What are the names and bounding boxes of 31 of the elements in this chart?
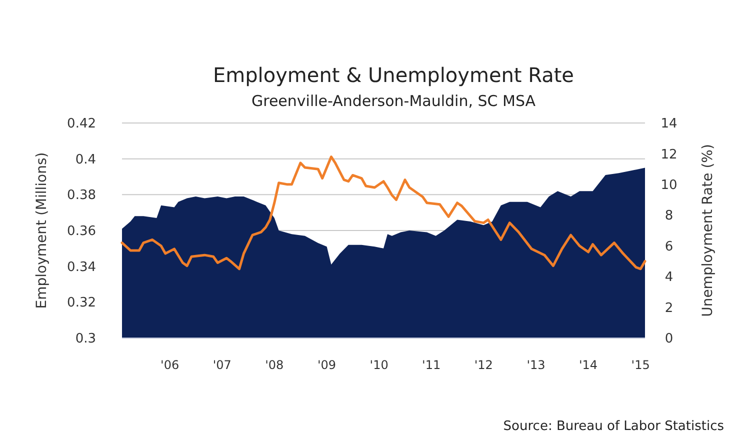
y-tick-label: 0.32 [67,296,96,311]
source-note: Source: Bureau of Labor Statistics [503,419,724,434]
y2-tick-label: 10 [660,178,678,193]
x-tick-label: '12 [474,358,493,372]
x-tick-label: '08 [265,358,284,372]
x-tick-label: '13 [526,358,546,372]
x-tick-label: '09 [318,358,336,372]
y2-tick-label: 12 [660,147,678,162]
chart-subtitle: Greenville-Anderson-Mauldin, SC MSA [251,92,536,110]
y2-tick-label: 0 [664,332,674,347]
y-tick-label: 0.34 [67,260,96,275]
x-tick-label: '14 [579,358,598,372]
y-tick-label: 0.4 [75,152,96,168]
chart-title: Employment & Unemployment Rate [212,63,574,87]
y-axis-title: Employment (Millions) [34,152,50,309]
y2-tick-label: 2 [664,300,674,316]
y2-axis-title: Unemployment Rate (%) [700,144,716,317]
y-tick-label: 0.3 [75,332,96,347]
y-tick-label: 0.42 [67,116,96,132]
y2-tick-label: 8 [664,208,674,224]
y-tick-label: 0.36 [67,224,96,240]
line-series [120,156,646,270]
x-tick-label: '15 [631,358,650,372]
y2-tick-label: 6 [664,239,674,254]
x-tick-label: '11 [422,358,441,372]
y2-tick-label: 4 [664,270,674,286]
x-tick-label: '06 [160,358,180,372]
x-tick-label: '10 [370,358,388,372]
x-tick-label: '07 [212,358,232,372]
y-tick-label: 0.38 [67,188,96,204]
y2-tick-label: 14 [660,116,678,132]
